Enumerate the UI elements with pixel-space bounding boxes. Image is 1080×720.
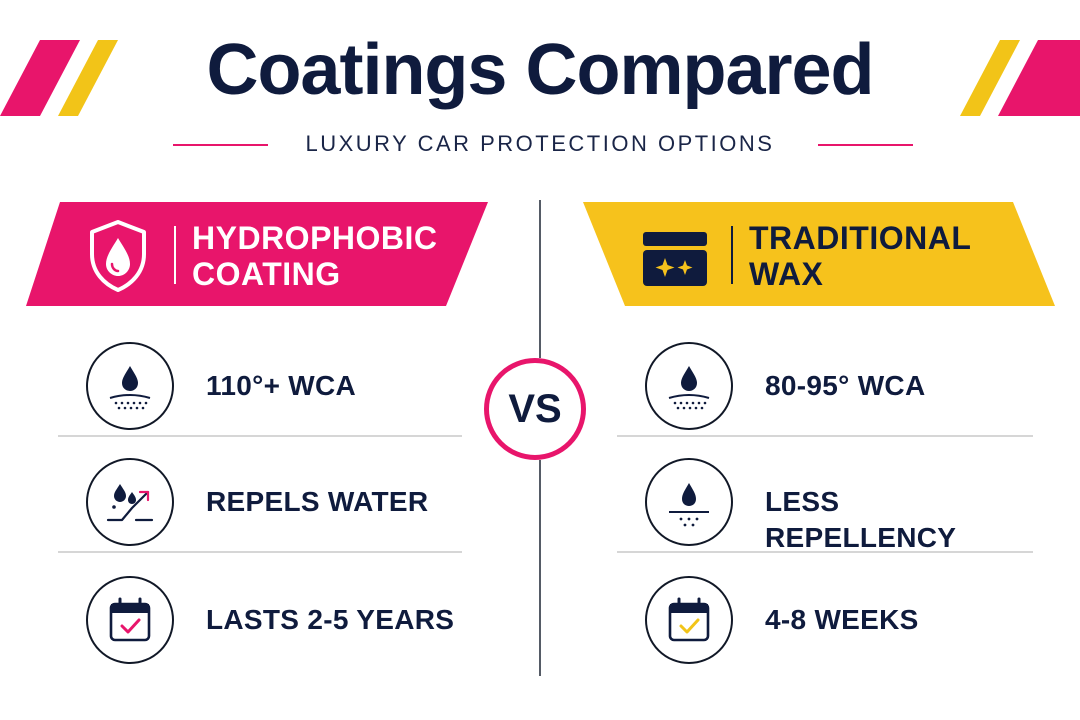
list-item: REPELS WATER: [58, 436, 462, 552]
banner-separator: [731, 226, 733, 284]
row-divider: [617, 551, 1033, 553]
calendar-check-icon: [86, 576, 174, 664]
shield-drop-icon: [78, 216, 158, 296]
wax-jar-icon: [635, 216, 715, 296]
feature-text: REPELS WATER: [206, 486, 429, 517]
decorative-stripes-left: [0, 40, 118, 116]
decorative-stripes-right: [960, 40, 1080, 116]
subtitle-rule-right: [818, 144, 913, 146]
list-item: LASTS 2-5 YEARS: [58, 554, 462, 670]
list-item: LESS REPELLENCY: [617, 436, 1033, 553]
list-item: 80-95° WCA: [617, 320, 1033, 436]
list-item: 4-8 WEEKS: [617, 554, 1033, 670]
page-subtitle: LUXURY CAR PROTECTION OPTIONS: [305, 131, 775, 156]
hydrophobic-coating-banner: HYDROPHOBIC COATING: [26, 202, 488, 306]
feature-text: 110°+ WCA: [206, 370, 357, 401]
list-item: 110°+ WCA: [58, 320, 462, 436]
row-divider: [58, 551, 462, 553]
feature-text: 80-95° WCA: [765, 370, 926, 401]
calendar-check-icon: [645, 576, 733, 664]
banner-title: HYDROPHOBIC COATING: [192, 220, 438, 292]
center-divider-top: [539, 200, 541, 358]
water-drop-surface-icon: [645, 342, 733, 430]
banner-separator: [174, 226, 176, 284]
banner-background: [26, 202, 488, 306]
water-repel-arrow-icon: [86, 458, 174, 546]
feature-text: LESS REPELLENCY: [765, 486, 957, 553]
traditional-wax-banner: TRADITIONAL WAX: [583, 202, 1055, 306]
vs-badge: VS: [484, 358, 586, 460]
row-divider: [58, 435, 462, 437]
feature-text: LASTS 2-5 YEARS: [206, 604, 455, 635]
row-divider: [617, 435, 1033, 437]
subtitle-rule-left: [173, 144, 268, 146]
water-drop-surface-icon: [86, 342, 174, 430]
banner-title: TRADITIONAL WAX: [749, 220, 972, 292]
center-divider-bottom: [539, 460, 541, 676]
page-title: Coatings Compared: [206, 30, 874, 110]
water-drop-absorb-icon: [645, 458, 733, 546]
feature-text: 4-8 WEEKS: [765, 604, 919, 635]
